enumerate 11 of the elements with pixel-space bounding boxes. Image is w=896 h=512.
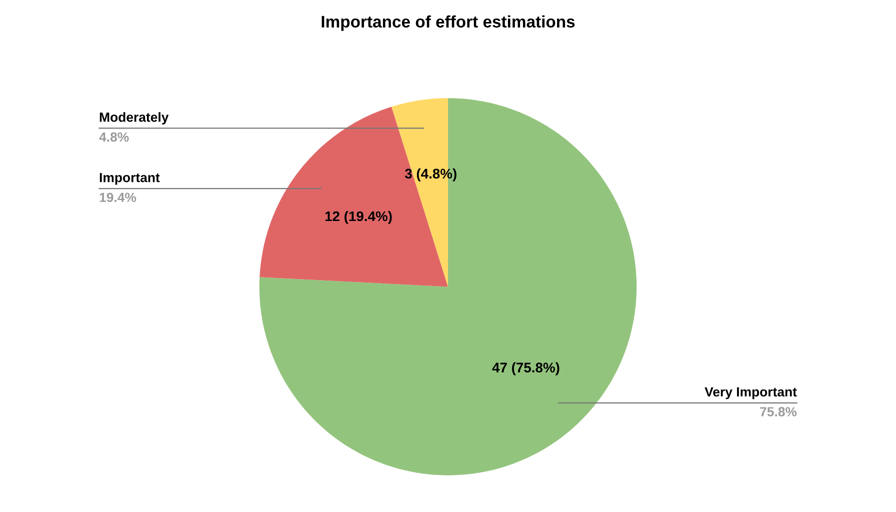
slice-label: Important <box>100 172 160 185</box>
text: 75.8% <box>760 407 797 416</box>
data-label: 3 (4.8%) <box>404 168 456 182</box>
data-label: 12 (19.4%) <box>325 210 392 224</box>
pie-slice <box>259 98 637 476</box>
data-label: 47 (75.8%) <box>492 362 560 376</box>
slice-label: Moderately <box>100 112 169 124</box>
chart-title: Importance of effort estimations <box>322 15 575 31</box>
slice-label: Very Important <box>704 387 797 400</box>
text: 4.8% <box>99 132 129 142</box>
text: 19.4% <box>100 192 136 202</box>
